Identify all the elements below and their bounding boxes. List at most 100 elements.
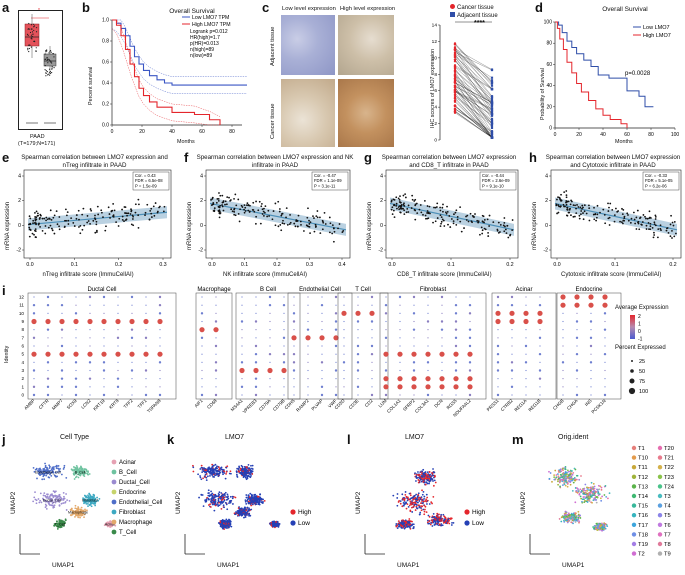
expression-dot — [523, 310, 529, 316]
expression-dot — [215, 304, 217, 306]
cancer-point — [453, 58, 457, 61]
data-point — [479, 233, 481, 236]
expression-dot — [385, 329, 387, 331]
data-point — [611, 208, 614, 211]
expression-dot — [267, 367, 273, 374]
data-point — [212, 202, 215, 204]
expression-dot — [575, 369, 579, 372]
cell-point — [211, 463, 214, 466]
expression-dot — [370, 344, 374, 348]
data-point — [29, 222, 32, 225]
cell-point — [107, 521, 109, 524]
expression-dot — [603, 312, 607, 315]
cell-point — [232, 503, 234, 505]
tick-label: 0.2 — [506, 262, 513, 268]
jitter-point — [30, 46, 32, 48]
legend-label: Endothelial_Cell — [119, 500, 162, 506]
expression-dot — [88, 361, 92, 364]
cell-point — [210, 490, 212, 493]
expression-dot — [440, 295, 444, 299]
cell-point — [37, 498, 40, 500]
cell-point — [584, 499, 586, 502]
cell-point — [244, 499, 247, 502]
cell-point — [409, 494, 412, 497]
cell-point — [87, 473, 90, 476]
expression-dot — [343, 329, 345, 331]
cell-point — [426, 519, 429, 522]
data-point — [217, 200, 220, 202]
data-point — [86, 221, 89, 224]
data-point — [398, 199, 401, 201]
tick-label: -2 — [198, 248, 203, 254]
cell-point — [416, 473, 418, 476]
data-point — [632, 211, 635, 214]
cell-point — [601, 495, 604, 498]
expression-dot — [200, 312, 204, 315]
cell-point — [206, 475, 209, 478]
expression-dot — [103, 378, 105, 380]
data-point — [413, 200, 416, 202]
cell-point — [211, 501, 213, 504]
gene-label: RGS5 — [445, 398, 458, 411]
legend-dot — [111, 499, 117, 505]
plot-frame — [550, 169, 682, 259]
adjacent-point — [490, 76, 494, 79]
legend-label: Macrophage — [119, 520, 153, 526]
cell-point — [214, 474, 217, 477]
jitter-point — [45, 70, 47, 72]
gene-label: DCN — [433, 398, 443, 408]
cell-point — [217, 475, 220, 478]
cell-point — [205, 479, 208, 482]
data-point — [467, 220, 470, 223]
adjacent-point — [490, 68, 494, 72]
cell-point — [274, 526, 276, 529]
stats-box — [479, 171, 517, 191]
data-point — [219, 204, 222, 207]
pair-line — [454, 66, 493, 90]
ihc-adjacent-high — [338, 15, 394, 75]
data-point — [229, 199, 231, 202]
cluster-label: Ductal_Cell — [43, 499, 62, 503]
chart-title: Spearman correlation between LMO7 expres… — [545, 154, 681, 169]
cell-point — [32, 500, 35, 503]
tick-label: 0.1 — [447, 262, 454, 268]
data-point — [244, 206, 247, 209]
cell-point — [566, 473, 568, 476]
cell-point — [200, 464, 203, 467]
data-point — [108, 213, 111, 215]
cell-point — [432, 484, 435, 487]
adjacent-point — [490, 109, 494, 113]
group-frame — [235, 292, 301, 400]
data-point — [583, 204, 586, 207]
data-point — [660, 229, 662, 232]
cell-point — [555, 474, 558, 476]
cell-point — [218, 493, 221, 496]
cell-point — [604, 485, 607, 487]
legend-label: High — [298, 509, 312, 516]
data-point — [251, 208, 254, 211]
expression-dot — [307, 361, 309, 363]
expression-dot — [215, 296, 217, 298]
data-point — [333, 230, 336, 233]
cell-point — [35, 502, 38, 505]
cancer-point — [453, 100, 457, 103]
cell-point — [417, 501, 419, 504]
data-point — [260, 202, 263, 205]
data-point — [313, 230, 316, 233]
cell-point — [80, 509, 82, 512]
cell-point — [565, 515, 568, 518]
adjacent-point — [490, 130, 494, 133]
cell-point — [580, 489, 583, 492]
cell-point — [564, 472, 567, 474]
data-point — [654, 218, 657, 220]
tick-label: 4 — [200, 174, 203, 180]
cell-point — [566, 469, 569, 472]
expression-dot — [131, 386, 133, 388]
cell-point — [213, 472, 216, 475]
tick-label: 0.2 — [273, 262, 280, 268]
data-point — [442, 203, 444, 206]
cell-point — [246, 499, 249, 502]
data-point — [452, 222, 455, 225]
data-point — [115, 221, 118, 224]
data-point — [254, 222, 257, 225]
